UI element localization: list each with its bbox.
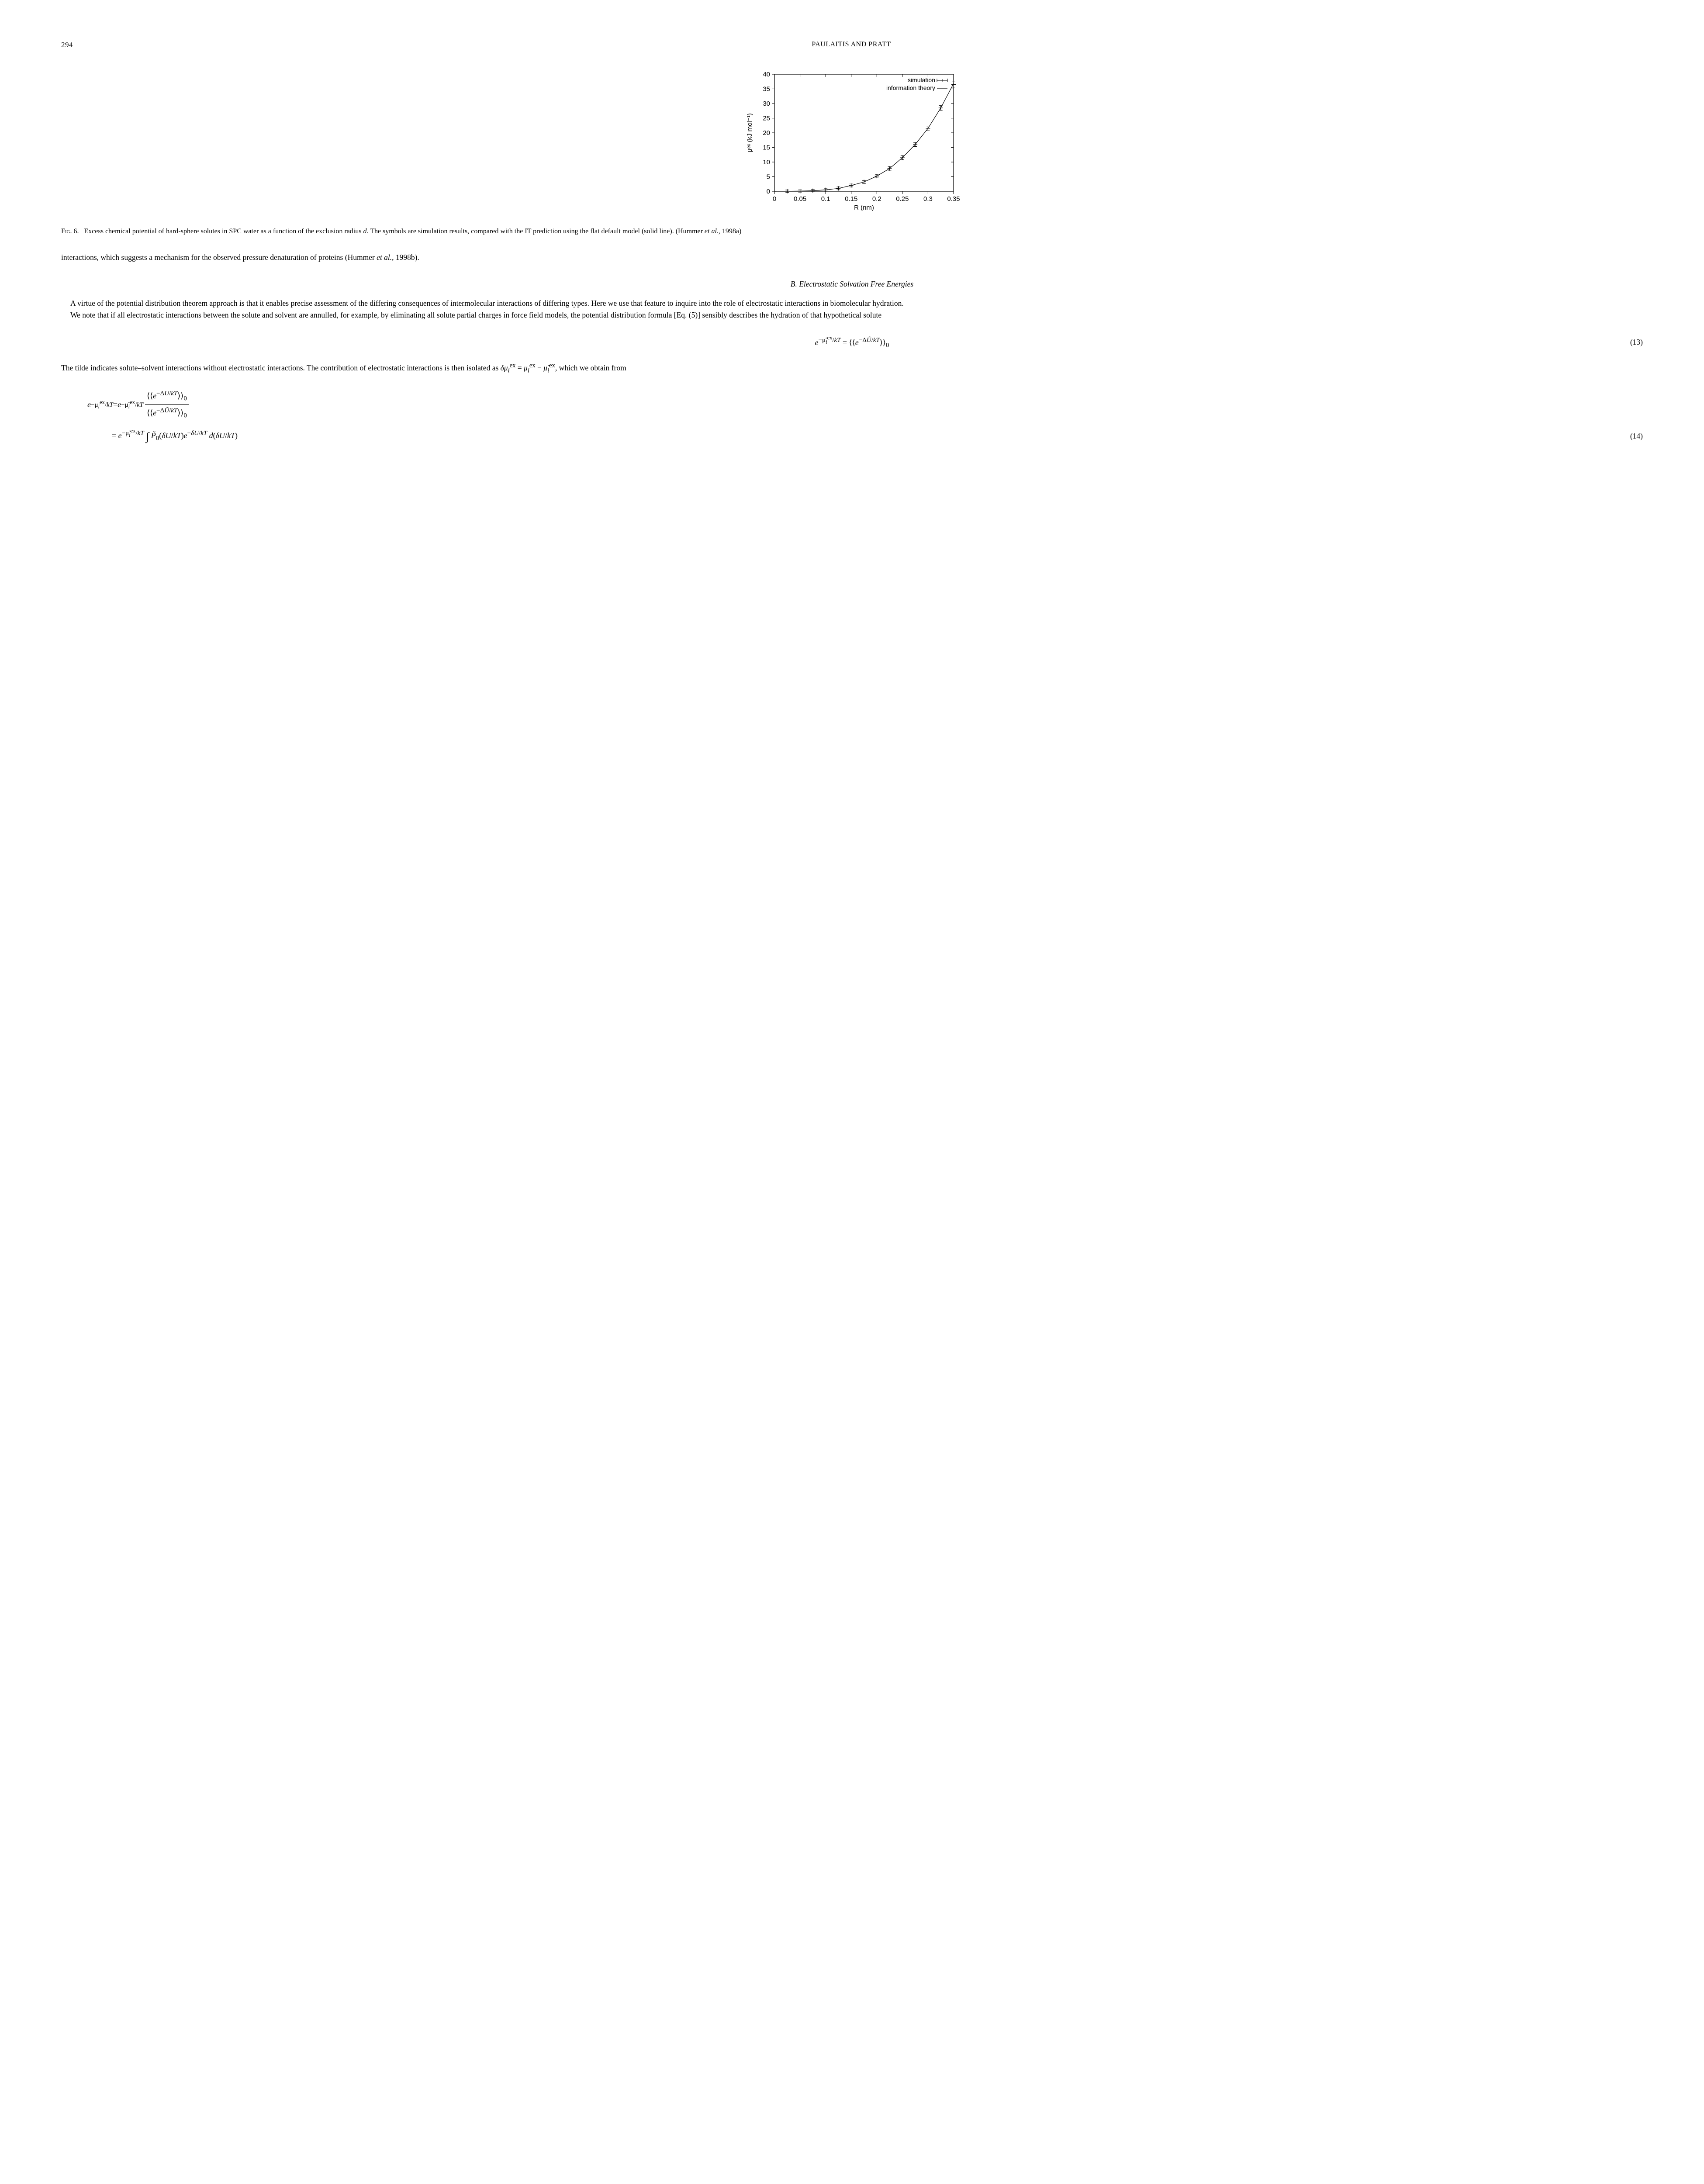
svg-text:0.25: 0.25 [896, 195, 909, 203]
svg-text:simulation: simulation [907, 76, 935, 83]
svg-text:0.15: 0.15 [845, 195, 857, 203]
svg-text:0: 0 [766, 188, 770, 195]
chart-svg: 0 0.05 0.1 0.15 0.2 0.25 0.3 0.35 0 5 10 15 20 25 30 35… [743, 68, 961, 212]
svg-text:0.2: 0.2 [872, 195, 881, 203]
svg-text:10: 10 [763, 159, 770, 166]
para-2-text: A virtue of the potential distribution t… [61, 297, 1643, 309]
figure-caption: Fig. 6. Excess chemical potential of har… [61, 226, 1643, 236]
svg-text:40: 40 [763, 71, 770, 78]
svg-text:μᵉˣ (kJ mol⁻¹): μᵉˣ (kJ mol⁻¹) [746, 113, 753, 152]
body-para-4: The tilde indicates solute–solvent inter… [61, 361, 1643, 376]
svg-text:information theory: information theory [886, 84, 935, 91]
page-number: 294 [61, 39, 73, 51]
equation-14: e−μiex/kT = e−μ̃iex/kT ⟨⟨e−ΔU/kT⟩⟩0 ⟨⟨e−… [87, 389, 1643, 445]
svg-text:15: 15 [763, 144, 770, 151]
svg-text:0: 0 [772, 195, 776, 203]
figure-caption-text: Excess chemical potential of hard-sphere… [84, 228, 742, 235]
equation-14-number: (14) [1630, 430, 1643, 442]
svg-text:25: 25 [763, 114, 770, 122]
svg-text:0.1: 0.1 [821, 195, 830, 203]
equation-13-number: (13) [1630, 336, 1643, 348]
svg-text:0.05: 0.05 [793, 195, 806, 203]
section-heading-b: B. Electrostatic Solvation Free Energies [61, 278, 1643, 290]
svg-text:R (nm): R (nm) [854, 204, 874, 211]
running-title: PAULAITIS AND PRATT [812, 39, 891, 51]
svg-text:0.3: 0.3 [923, 195, 932, 203]
equation-14-line2: = e−μ̃iex/kT ∫ P̃0(δU/kT)e−δU/kT d(δU/kT… [112, 427, 238, 445]
svg-text:5: 5 [766, 173, 770, 180]
equation-13-math: e−μ̃iex/kT = ⟨⟨e−ΔŨ/kT⟩⟩0 [815, 334, 889, 350]
page-header: 294 PAULAITIS AND PRATT [61, 39, 1643, 51]
svg-text:20: 20 [763, 129, 770, 137]
figure-6: 0 0.05 0.1 0.15 0.2 0.25 0.3 0.35 0 5 10 15 20 25 30 35… [61, 68, 1643, 215]
figure-label: Fig. 6. [61, 228, 79, 235]
svg-text:0.35: 0.35 [947, 195, 960, 203]
para-3-text: We note that if all electrostatic intera… [61, 309, 1643, 321]
equation-14-line1: e−μiex/kT = e−μ̃iex/kT ⟨⟨e−ΔU/kT⟩⟩0 ⟨⟨e−… [87, 389, 189, 421]
svg-text:35: 35 [763, 85, 770, 93]
body-para-1: interactions, which suggests a mechanism… [61, 252, 1643, 263]
equation-13: e−μ̃iex/kT = ⟨⟨e−ΔŨ/kT⟩⟩0 (13) [61, 334, 1643, 350]
svg-text:30: 30 [763, 100, 770, 107]
body-para-2: A virtue of the potential distribution t… [61, 297, 1643, 321]
